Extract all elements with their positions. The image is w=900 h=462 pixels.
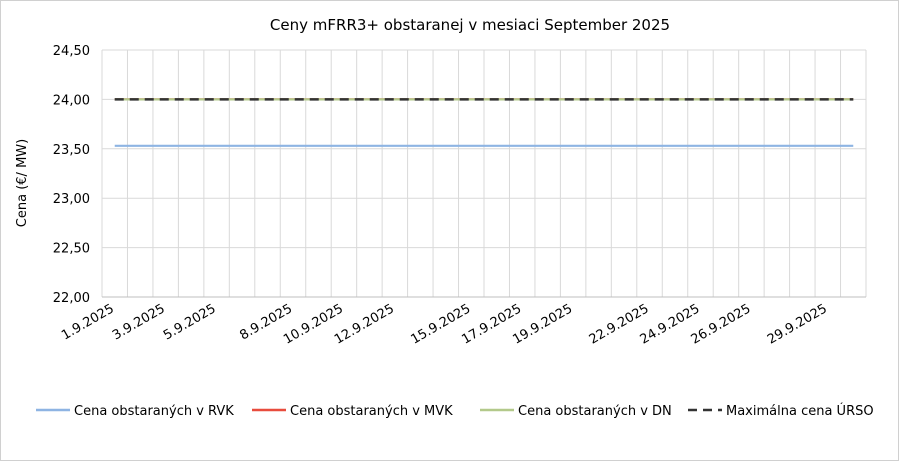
y-tick-label: 24,50 <box>53 44 90 59</box>
legend-label: Maximálna cena ÚRSO <box>726 403 874 419</box>
y-tick-label: 24,00 <box>53 93 90 108</box>
legend-label: Cena obstaraných v DN <box>518 404 672 419</box>
y-axis-label: Cena (€/ MW) <box>15 139 30 227</box>
y-tick-label: 23,00 <box>53 192 90 207</box>
chart-title: Ceny mFRR3+ obstaranej v mesiaci Septemb… <box>270 16 670 34</box>
legend-label: Cena obstaraných v MVK <box>290 404 453 419</box>
legend-label: Cena obstaraných v RVK <box>74 404 234 419</box>
y-tick-label: 22,50 <box>53 242 90 257</box>
y-tick-label: 23,50 <box>53 143 90 158</box>
y-tick-label: 22,00 <box>53 291 90 306</box>
